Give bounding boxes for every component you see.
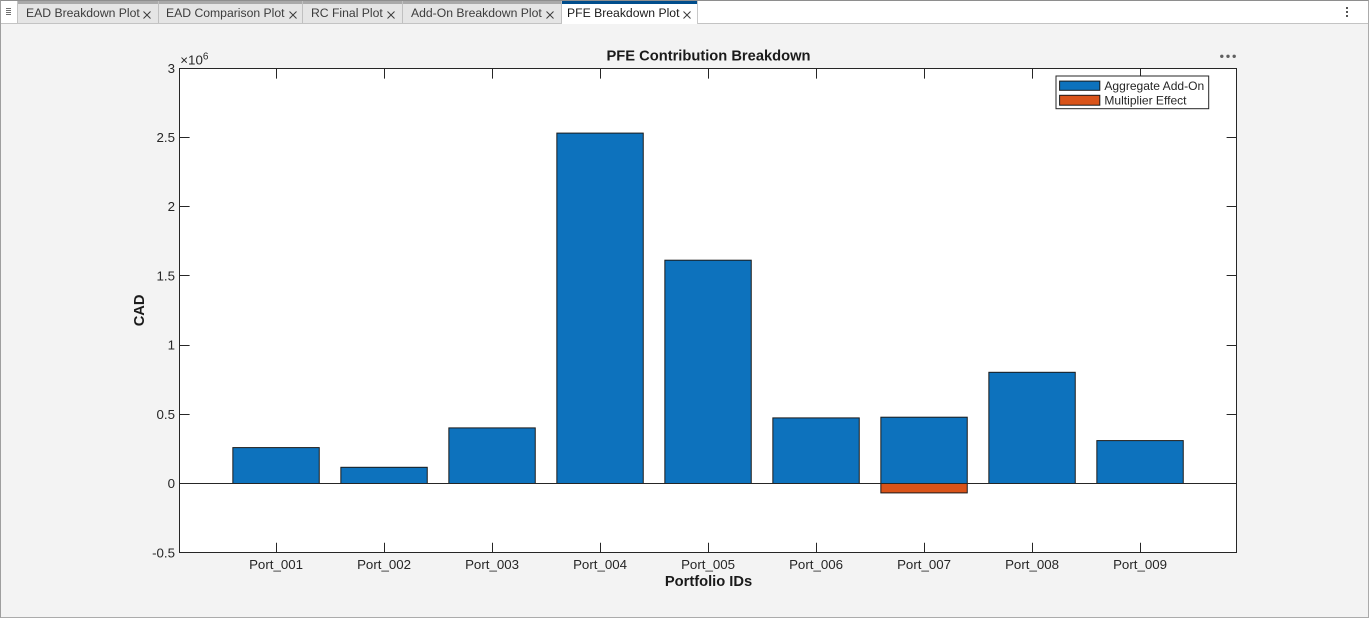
- svg-text:Portfolio IDs: Portfolio IDs: [665, 574, 752, 590]
- svg-text:×106: ×106: [180, 51, 209, 67]
- svg-text:Port_006: Port_006: [789, 557, 843, 572]
- svg-text:Port_008: Port_008: [1005, 557, 1059, 572]
- svg-text:CAD: CAD: [132, 294, 148, 326]
- svg-text:Port_009: Port_009: [1113, 557, 1167, 572]
- svg-text:2: 2: [168, 199, 175, 214]
- svg-text:2.5: 2.5: [157, 130, 176, 145]
- svg-text:Aggregate Add-On: Aggregate Add-On: [1104, 79, 1204, 93]
- svg-text:0.5: 0.5: [157, 407, 176, 422]
- svg-text:Port_005: Port_005: [681, 557, 735, 572]
- svg-text:1.5: 1.5: [157, 269, 176, 284]
- svg-text:Multiplier Effect: Multiplier Effect: [1104, 93, 1187, 107]
- svg-text:1: 1: [168, 338, 175, 353]
- svg-text:Port_007: Port_007: [897, 557, 951, 572]
- svg-text:3: 3: [168, 61, 175, 76]
- svg-text:-0.5: -0.5: [152, 546, 175, 561]
- svg-text:PFE Contribution Breakdown: PFE Contribution Breakdown: [607, 49, 811, 65]
- svg-text:0: 0: [168, 476, 175, 491]
- svg-text:Port_004: Port_004: [573, 557, 627, 572]
- svg-text:Port_002: Port_002: [357, 557, 411, 572]
- svg-text:Port_001: Port_001: [249, 557, 303, 572]
- svg-text:Port_003: Port_003: [465, 557, 519, 572]
